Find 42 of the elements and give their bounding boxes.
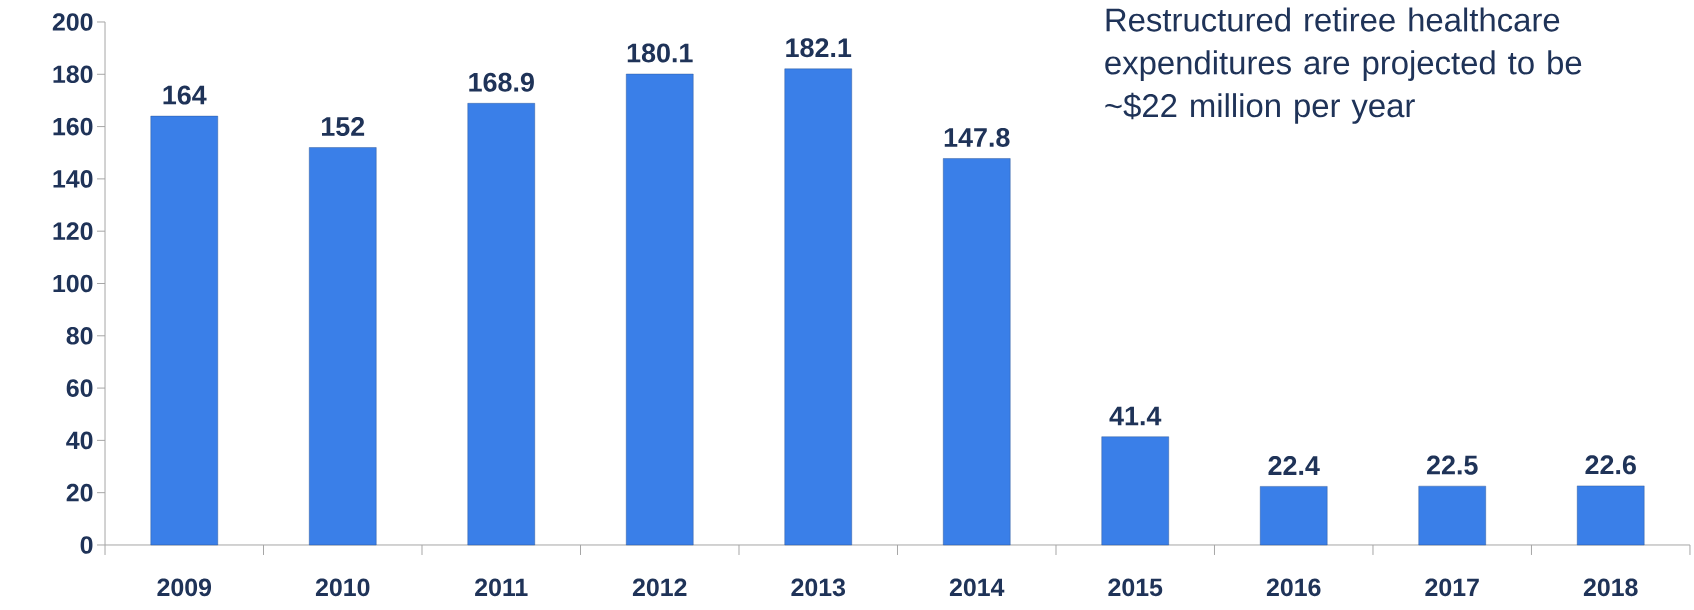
y-tick-label: 140 bbox=[53, 170, 93, 188]
x-tick-label: 2009 bbox=[157, 578, 212, 597]
bar bbox=[1101, 436, 1169, 546]
data-label: 22.4 bbox=[1268, 456, 1320, 475]
x-tick-label: 2018 bbox=[1583, 578, 1638, 597]
x-tick-label: 2015 bbox=[1108, 578, 1163, 597]
bar bbox=[1260, 486, 1328, 546]
bar bbox=[1418, 485, 1486, 546]
y-tick-label: 180 bbox=[53, 65, 93, 84]
bar bbox=[784, 68, 852, 546]
y-tick-label: 120 bbox=[53, 222, 93, 241]
bar bbox=[1577, 485, 1645, 546]
data-label: 22.5 bbox=[1426, 455, 1478, 475]
data-label: 22.6 bbox=[1585, 455, 1636, 475]
annotation: Restructured retiree healthcare expenditures are projected to be ~$22 million per year bbox=[1105, 7, 1582, 124]
data-label: 182.1 bbox=[786, 38, 852, 58]
y-tick-label: 200 bbox=[52, 13, 93, 31]
bar bbox=[467, 103, 535, 546]
x-tick-label: 2017 bbox=[1425, 578, 1479, 597]
x-tick-label: 2016 bbox=[1266, 578, 1321, 597]
data-label: 164 bbox=[163, 85, 207, 105]
bar bbox=[309, 147, 377, 546]
x-tick-label: 2010 bbox=[315, 578, 370, 597]
bar bbox=[150, 115, 218, 546]
bar bbox=[943, 158, 1011, 546]
data-label: 180.1 bbox=[627, 43, 693, 63]
y-tick-label: 60 bbox=[66, 379, 93, 397]
data-label: 147.8 bbox=[944, 127, 1010, 147]
x-tick-label: 2011 bbox=[475, 578, 528, 597]
bar bbox=[626, 73, 694, 546]
x-tick-label: 2012 bbox=[632, 578, 687, 597]
y-tick-label: 100 bbox=[53, 274, 93, 293]
y-tick-label: 40 bbox=[66, 431, 93, 450]
y-tick-label: 0 bbox=[80, 536, 93, 554]
y-tick-label: 20 bbox=[66, 483, 93, 502]
data-label: 168.9 bbox=[469, 72, 534, 92]
data-label: 152 bbox=[322, 116, 365, 136]
data-label: 41.4 bbox=[1109, 406, 1162, 426]
x-tick-label: 2014 bbox=[949, 578, 1005, 597]
y-tick-label: 160 bbox=[53, 117, 93, 136]
y-tick-label: 80 bbox=[66, 326, 93, 345]
x-tick-label: 2013 bbox=[791, 578, 846, 597]
